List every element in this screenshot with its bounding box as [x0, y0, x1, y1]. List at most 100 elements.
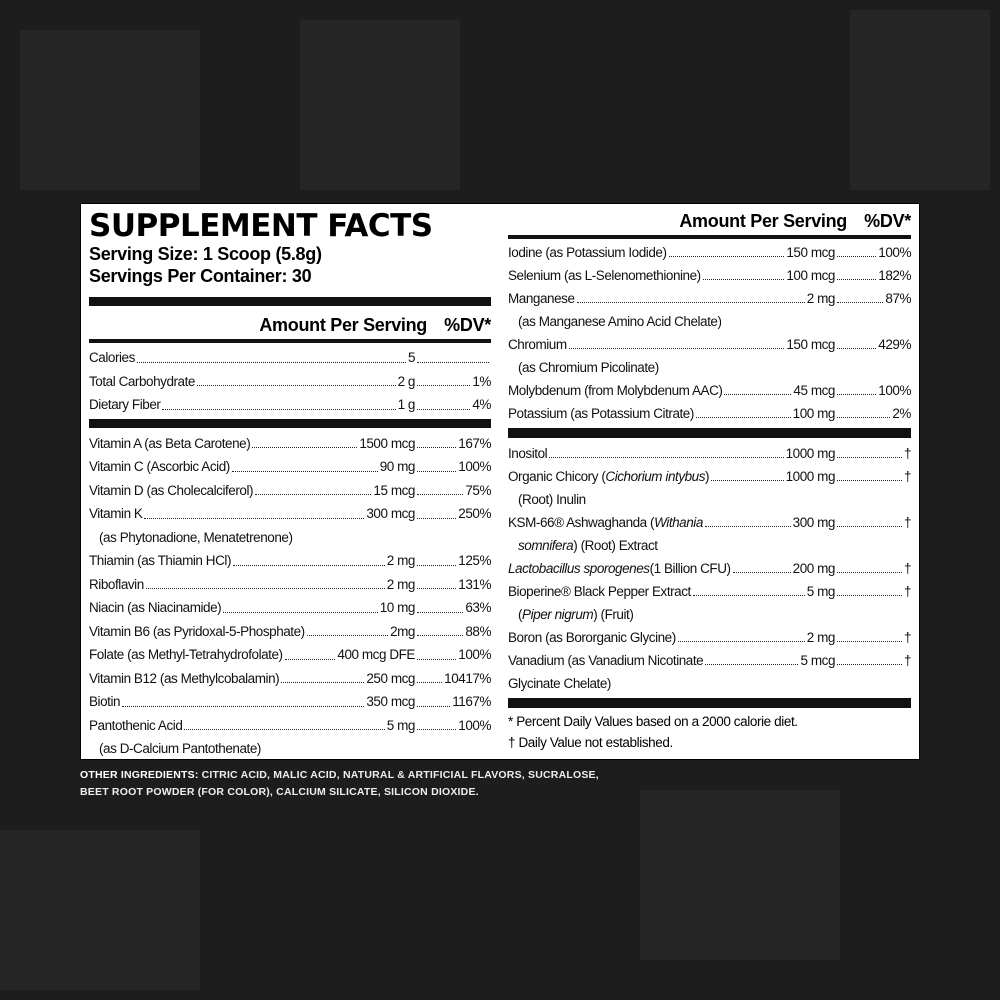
ingredient-row: Lactobacillus sporogenes (1 Billion CFU)…	[508, 557, 911, 580]
ingredient-detail: somnifera	[518, 538, 574, 553]
ingredient-row: Riboflavin 2 mg 131%	[89, 573, 491, 597]
ingredient-row: Vitamin K 300 mcg 250%	[89, 502, 491, 526]
continuation-line: Glycinate Chelate)	[508, 672, 911, 695]
ingredient-row: KSM-66® Ashwaghanda (Withania 300 mg †	[508, 511, 911, 534]
ingredient-dv: 167%	[458, 435, 491, 451]
other-ingredients: OTHER INGREDIENTS: CITRIC ACID, MALIC AC…	[80, 767, 620, 801]
dot-leader	[417, 393, 471, 410]
dot-leader	[702, 264, 785, 280]
ingredient-dv: 100%	[458, 647, 491, 662]
amount-part: Calories 5	[89, 346, 415, 370]
ingredient-name: Organic Chicory (	[508, 469, 606, 484]
ingredient-row: Iodine (as Potassium Iodide) 150 mcg 100%	[508, 241, 911, 264]
dv-part: †	[835, 557, 911, 580]
dot-leader	[724, 379, 792, 395]
ingredient-name: Total Carbohydrate	[89, 373, 195, 389]
continuation-line: (as Manganese Amino Acid Chelate)	[508, 310, 911, 333]
ingredient-detail: (as Chromium Picolinate)	[518, 360, 659, 375]
dv-part: †	[835, 626, 911, 649]
ingredient-name: Riboflavin	[89, 576, 144, 592]
dv-part: 75%	[415, 479, 491, 503]
ingredient-amount: 2mg	[390, 623, 415, 639]
ingredient-detail: (as Phytonadione, Menatetrenone)	[99, 529, 293, 545]
dot-leader	[837, 287, 884, 303]
dot-leader	[837, 241, 877, 257]
header-dv: %DV*	[864, 211, 911, 231]
dot-leader	[837, 511, 902, 527]
ingredient-dv: 63%	[465, 600, 491, 615]
dot-leader	[196, 370, 396, 386]
amount-part: Riboflavin 2 mg	[89, 573, 415, 597]
ingredient-dv: 1167%	[452, 694, 491, 709]
ingredient-name: Niacin (as Niacinamide)	[89, 600, 222, 615]
dot-leader	[417, 667, 443, 683]
amount-part: Vitamin A (as Beta Carotene) 1500 mcg	[89, 432, 415, 456]
ingredient-name: Bioperine® Black Pepper Extract	[508, 584, 691, 599]
dv-part: 100%	[415, 643, 491, 667]
ingredient-dv: 131%	[458, 576, 491, 592]
dv-part: 100%	[835, 241, 911, 264]
column-header: Amount Per Serving %DV*	[89, 312, 491, 338]
amount-part: Boron (as Bororganic Glycine) 2 mg	[508, 626, 835, 649]
ingredient-dv: 429%	[878, 337, 911, 352]
dot-leader	[837, 379, 877, 395]
dv-part: 88%	[415, 620, 491, 644]
right-column: Amount Per Serving %DV* Iodine (as Potas…	[508, 204, 911, 753]
dot-leader	[255, 479, 372, 495]
dv-part: 63%	[415, 596, 491, 620]
ingredient-amount: 1000 mg	[785, 446, 835, 461]
header-amount: Amount Per Serving	[259, 315, 427, 335]
ingredient-detail: ) (Fruit)	[593, 607, 634, 622]
ingredient-detail: Glycinate Chelate)	[508, 676, 611, 691]
ingredient-amount: 5	[407, 350, 415, 365]
vitamin-list: Vitamin A (as Beta Carotene) 1500 mcg 167%…	[89, 432, 491, 761]
ingredient-row: Vitamin D (as Cholecalciferol) 15 mcg 75%	[89, 479, 491, 503]
ingredient-row: Vitamin A (as Beta Carotene) 1500 mcg 167%	[89, 432, 491, 456]
ingredient-dv: †	[903, 515, 911, 530]
dot-leader	[417, 455, 457, 472]
ingredient-detail: (Root) Inulin	[518, 492, 586, 507]
ingredient-name: Folate (as Methyl-Tetrahydrofolate)	[89, 647, 283, 662]
ingredient-name: Vitamin A (as Beta Carotene)	[89, 435, 251, 451]
ingredient-amount: 100 mg	[792, 406, 835, 421]
ingredient-amount: 45 mcg	[793, 383, 835, 398]
ingredient-dv: 100%	[458, 459, 491, 474]
dot-leader	[837, 442, 902, 458]
dot-leader	[837, 649, 902, 665]
ingredient-amount: 2 mg	[386, 576, 415, 592]
dv-part: †	[835, 580, 911, 603]
ingredient-amount: 350 mcg	[366, 694, 415, 709]
ingredient-row: Calories 5	[89, 346, 491, 370]
amount-part: Biotin 350 mcg	[89, 690, 415, 714]
ingredient-name: Vitamin B12 (as Methylcobalamin)	[89, 670, 280, 686]
dot-leader	[677, 626, 805, 642]
dot-leader	[144, 502, 365, 519]
nutrient-list: Calories 5 Total Carbohydrate 2 g 1% Dietary …	[89, 346, 491, 417]
ingredient-dv: 182%	[878, 268, 911, 283]
ingredient-name: Vanadium (as Vanadium Nicotinate	[508, 653, 704, 668]
ingredient-dv: 1%	[472, 373, 491, 389]
ingredient-amount: 10 mg	[379, 600, 415, 615]
ingredient-dv: 100%	[458, 717, 491, 733]
ingredient-dv: †	[903, 653, 911, 668]
dot-leader	[233, 549, 385, 566]
dot-leader	[568, 333, 785, 349]
dv-part: †	[835, 465, 911, 488]
ingredient-name: Biotin	[89, 694, 121, 709]
ingredient-dv: 125%	[458, 553, 491, 568]
ingredient-name: )	[705, 469, 710, 484]
dot-leader	[281, 667, 365, 683]
dot-leader	[231, 455, 378, 472]
ingredient-amount: 150 mcg	[786, 337, 835, 352]
amount-part: Manganese 2 mg	[508, 287, 835, 310]
dv-part: 429%	[835, 333, 911, 356]
ingredient-detail: (as D-Calcium Pantothenate)	[99, 741, 261, 756]
ingredient-name: Inositol	[508, 446, 548, 461]
dv-part: 10417%	[415, 667, 491, 691]
ingredient-amount: 150 mcg	[786, 245, 835, 260]
dot-leader	[417, 690, 451, 707]
dot-leader	[223, 596, 378, 613]
ingredient-amount: 100 mcg	[786, 268, 835, 283]
dv-part: †	[835, 649, 911, 672]
divider-thin	[89, 339, 491, 343]
